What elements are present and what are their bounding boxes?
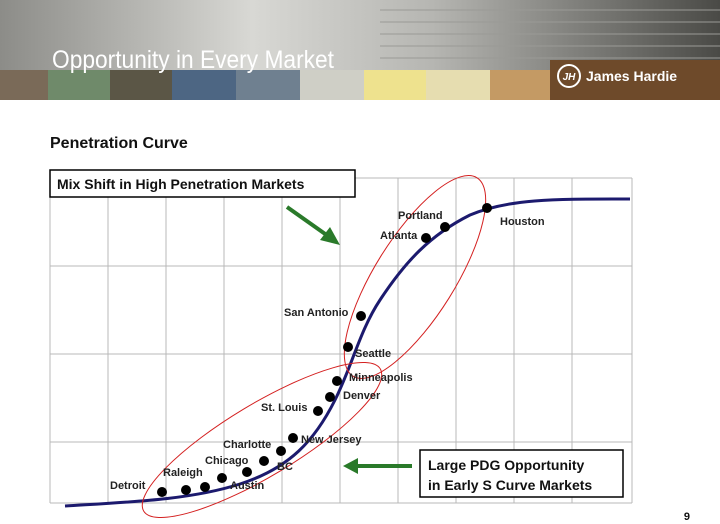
market-label: Chicago: [205, 455, 249, 467]
market-label: Detroit: [110, 480, 146, 492]
market-label: Charlotte: [223, 439, 271, 451]
market-label: Seattle: [355, 348, 391, 360]
market-label: BC: [277, 461, 293, 473]
highlight-ellipse: [141, 362, 383, 518]
market-label: St. Louis: [261, 402, 307, 414]
callout-text: in Early S Curve Markets: [428, 477, 592, 493]
market-label: Raleigh: [163, 467, 203, 479]
slide-title: Opportunity in Every Market: [52, 46, 334, 74]
market-label: Atlanta: [380, 230, 418, 242]
market-label: Denver: [343, 390, 381, 402]
callout-box: [49, 169, 356, 198]
market-label: Minneapolis: [349, 372, 413, 384]
market-labels: Detroit Raleigh Austin Chicago BC Charlo…: [110, 210, 545, 492]
market-label: Portland: [398, 210, 443, 222]
market-label: Austin: [230, 480, 265, 492]
market-label: San Antonio: [284, 307, 349, 319]
brand-name: James Hardie: [586, 68, 677, 84]
callout-text: Large PDG Opportunity: [428, 457, 585, 473]
logo-mark: JH: [563, 72, 577, 83]
callout-text: Mix Shift in High Penetration Markets: [57, 176, 305, 192]
page-number: 9: [684, 511, 690, 523]
arrows: [285, 205, 412, 474]
market-label: Houston: [500, 216, 545, 228]
callout-box: [419, 449, 624, 498]
market-label: New Jersey: [301, 434, 362, 446]
siding-lines: [380, 9, 720, 59]
grid: [49, 177, 633, 504]
logo: JH James Hardie: [557, 64, 677, 88]
highlight-ellipse: [343, 175, 487, 379]
swatches: [0, 60, 720, 100]
subtitle: Penetration Curve: [50, 135, 188, 152]
market-dots: [157, 203, 492, 497]
